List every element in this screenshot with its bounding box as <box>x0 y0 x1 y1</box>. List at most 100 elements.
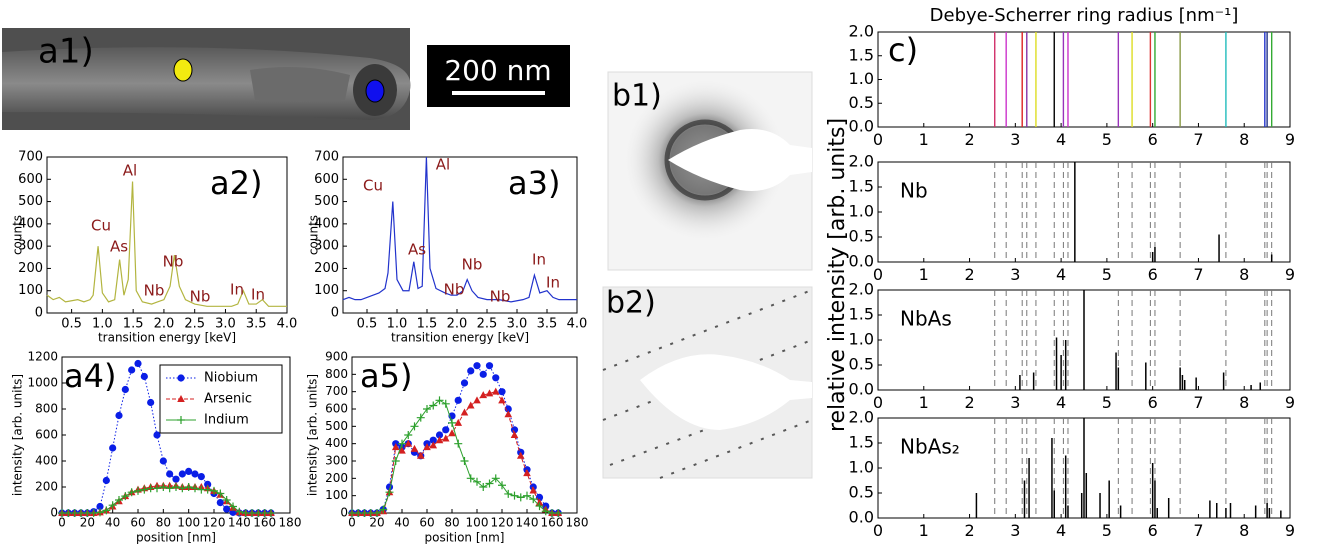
data-point <box>429 441 438 449</box>
phase-label: NbAs <box>900 307 952 331</box>
data-point <box>473 362 481 370</box>
x-tick-label: 0 <box>873 130 883 149</box>
data-point <box>429 401 438 410</box>
data-point <box>491 387 500 395</box>
y-tick-label: 1.0 <box>849 458 874 477</box>
x-tick-label: 1 <box>919 130 929 149</box>
x-tick-label: 1 <box>919 393 929 412</box>
data-point <box>554 509 563 517</box>
data-point <box>473 396 481 404</box>
data-point <box>108 501 117 510</box>
data-point <box>172 483 180 491</box>
y-axis-label: intensity [arb. units] <box>11 374 25 496</box>
data-point <box>479 483 488 491</box>
y-tick-label: 200 <box>35 480 58 494</box>
peak-label: Nb <box>190 288 211 306</box>
y-tick-label: 600 <box>35 428 58 442</box>
x-tick-label: 120 <box>491 516 514 530</box>
y-tick-label: 700 <box>325 384 348 398</box>
data-point <box>410 444 419 452</box>
x-tick-label: 40 <box>394 516 409 530</box>
x-tick-label: 40 <box>105 516 120 530</box>
x-tick-label: 3 <box>1010 130 1020 149</box>
x-tick-label: 2 <box>964 130 974 149</box>
data-point <box>153 431 161 439</box>
x-tick-label: 5 <box>1102 130 1112 149</box>
plot-frame <box>877 31 1291 128</box>
plot-frame <box>351 356 578 514</box>
y-tick-label: 700 <box>314 150 339 165</box>
x-tick-label: 8 <box>1239 130 1249 149</box>
x-tick-label: 2 <box>964 265 974 284</box>
y-tick-label: 200 <box>314 261 339 276</box>
x-tick-label: 9 <box>1285 393 1295 412</box>
y-tick-label: 1000 <box>27 376 58 390</box>
y-tick-label: 500 <box>314 194 339 209</box>
peak-label: Nb <box>444 281 465 299</box>
x-tick-label: 3 <box>1010 265 1020 284</box>
y-tick-label: 300 <box>314 239 339 254</box>
x-tick-label: 7 <box>1193 393 1203 412</box>
x-tick-label: 2.5 <box>477 317 498 332</box>
x-tick-label: 7 <box>1193 130 1203 149</box>
data-point <box>460 379 469 387</box>
data-point <box>467 367 475 375</box>
x-tick-label: 6 <box>1148 130 1158 149</box>
plot-frame <box>342 156 578 314</box>
x-tick-label: 180 <box>566 516 589 530</box>
data-point <box>177 395 185 402</box>
x-tick-label: 2.5 <box>184 317 205 332</box>
x-axis-label: position [nm] <box>424 531 504 545</box>
data-point <box>492 374 500 382</box>
data-point <box>516 451 525 459</box>
data-point <box>423 443 431 451</box>
diffraction-image: b2) <box>602 286 813 479</box>
y-tick-label: 200 <box>18 261 43 276</box>
data-point <box>115 411 123 420</box>
data-point <box>159 483 168 491</box>
data-point <box>216 499 224 507</box>
data-point <box>165 484 174 493</box>
data-point <box>96 508 104 517</box>
data-point <box>523 469 531 477</box>
data-point <box>473 477 481 486</box>
data-point <box>185 467 193 475</box>
data-point <box>391 457 400 465</box>
x-tick-label: 80 <box>156 516 171 530</box>
y-tick-label: 1.0 <box>849 202 874 221</box>
data-point <box>516 493 525 502</box>
data-point <box>222 496 231 504</box>
y-tick-label: 1.0 <box>849 330 874 349</box>
y-axis-label: intensity [arb. units] <box>306 374 320 496</box>
y-tick-label: 800 <box>325 367 348 381</box>
data-point <box>184 483 193 491</box>
data-point <box>429 436 437 444</box>
data-point <box>391 443 400 451</box>
data-point <box>410 422 419 431</box>
y-tick-label: 200 <box>325 471 348 485</box>
x-tick-label: 2 <box>964 393 974 412</box>
y-tick-label: 0 <box>340 506 348 520</box>
x-tick-label: 5 <box>1102 521 1112 540</box>
y-tick-label: 600 <box>314 172 339 187</box>
data-point <box>147 398 155 407</box>
data-point <box>535 502 544 511</box>
data-point <box>398 446 406 454</box>
peak-label: As <box>110 238 128 256</box>
legend-label: Arsenic <box>204 392 252 407</box>
data-point <box>128 366 136 374</box>
x-tick-label: 4.0 <box>567 317 588 332</box>
x-tick-label: 6 <box>1148 393 1158 412</box>
peak-label: In <box>532 251 546 269</box>
data-point <box>504 410 513 418</box>
data-point <box>140 372 148 381</box>
peak-label: In <box>230 281 244 299</box>
data-point <box>423 405 431 413</box>
x-tick-label: 160 <box>541 516 564 530</box>
y-tick-label: 0 <box>35 306 43 321</box>
y-tick-label: 2.0 <box>849 408 874 427</box>
phase-label: Nb <box>900 179 928 203</box>
data-point <box>379 505 388 514</box>
y-tick-label: 0 <box>331 306 339 321</box>
data-point <box>504 489 513 498</box>
